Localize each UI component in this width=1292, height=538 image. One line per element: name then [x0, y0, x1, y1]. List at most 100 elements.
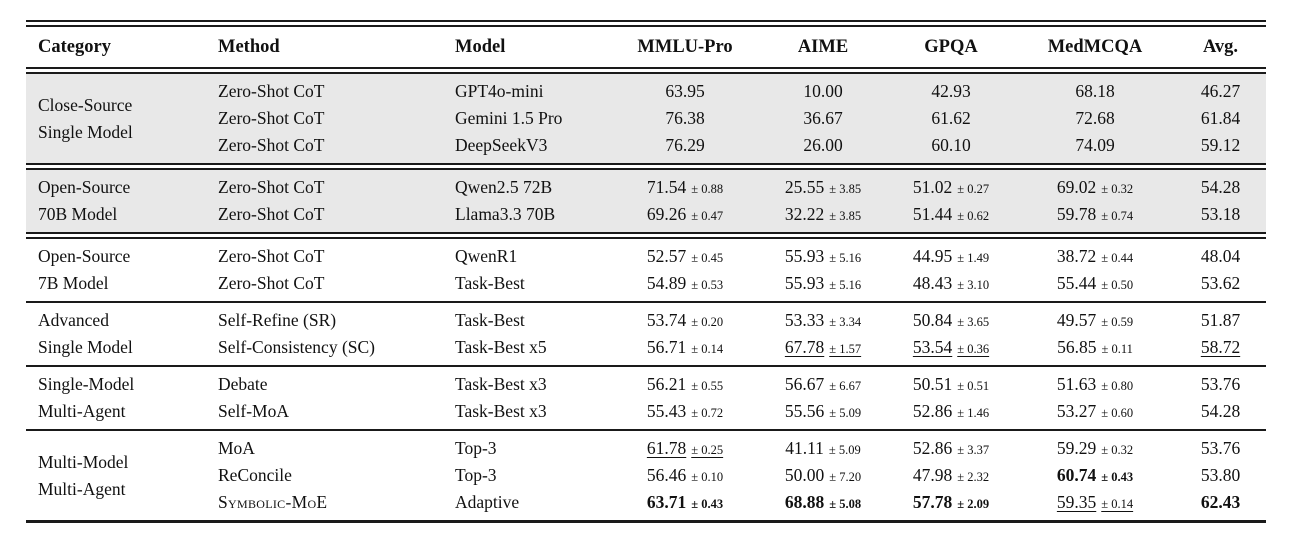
- model-value: GPT4o-mini: [455, 81, 544, 101]
- avg-cell: 54.28 53.18: [1175, 174, 1266, 228]
- score: 47.98 ± 2.32: [912, 465, 990, 485]
- model-value: Llama3.3 70B: [455, 204, 556, 224]
- col-header-model: Model: [455, 36, 506, 57]
- score: 56.21 ± 0.55: [646, 374, 724, 394]
- avg-score: 53.80: [1200, 465, 1241, 485]
- score: 52.57 ± 0.45: [646, 246, 724, 266]
- avg-score: 61.84: [1200, 108, 1241, 128]
- model-value: Top-3: [455, 465, 497, 485]
- score: 38.72 ± 0.44: [1056, 246, 1134, 266]
- method-cell: Zero-Shot CoT Zero-Shot CoT: [206, 243, 443, 297]
- model-cell: Task-Best Task-Best x5: [443, 307, 611, 361]
- category-cell: Close-Source Single Model: [38, 94, 133, 142]
- method-value: Zero-Shot CoT: [218, 273, 325, 293]
- group-separator-rule: [26, 232, 1266, 239]
- model-cell: GPT4o-mini Gemini 1.5 Pro DeepSeekV3: [443, 78, 611, 159]
- score: 76.29: [665, 135, 705, 155]
- score: 55.56 ± 5.09: [784, 401, 862, 421]
- category-cell: Advanced Single Model: [38, 310, 133, 357]
- medmcqa-cell: 59.29 ± 0.32 60.74 ± 0.43 59.35 ± 0.14: [1015, 435, 1175, 516]
- gpqa-cell: 50.84 ± 3.65 53.54 ± 0.36: [887, 307, 1015, 361]
- score: 59.78 ± 0.74: [1056, 204, 1134, 224]
- col-header-gpqa: GPQA: [924, 36, 978, 57]
- score: 53.27 ± 0.60: [1056, 401, 1134, 421]
- model-value: Task-Best x5: [455, 337, 547, 357]
- score: 63.95: [665, 81, 705, 101]
- avg-score-best: 62.43: [1200, 492, 1241, 512]
- avg-cell: 53.76 53.80 62.43: [1175, 435, 1266, 516]
- method-cell: Zero-Shot CoT Zero-Shot CoT: [206, 174, 443, 228]
- score: 56.71 ± 0.14: [646, 337, 724, 357]
- row-group-open-source-70b: Open-Source 70B Model Zero-Shot CoT Zero…: [26, 170, 1266, 232]
- method-value: MoA: [218, 438, 255, 458]
- score: 51.02 ± 0.27: [912, 177, 990, 197]
- score: 10.00: [803, 81, 843, 101]
- header-bottom-rule: [26, 67, 1266, 74]
- score-second-best: 61.78 ± 0.25: [646, 438, 724, 458]
- score: 56.46 ± 0.10: [646, 465, 724, 485]
- model-value: Task-Best: [455, 310, 525, 330]
- avg-score-second-best: 58.72: [1200, 337, 1241, 357]
- score: 69.26 ± 0.47: [646, 204, 724, 224]
- score: 69.02 ± 0.32: [1056, 177, 1134, 197]
- group-separator-rule: [26, 301, 1266, 303]
- category-cell: Open-Source 7B Model: [38, 246, 131, 293]
- score: 51.63 ± 0.80: [1056, 374, 1134, 394]
- score: 26.00: [803, 135, 843, 155]
- col-header-method: Method: [218, 36, 280, 57]
- score: 48.43 ± 3.10: [912, 273, 990, 293]
- score: 56.85 ± 0.11: [1057, 337, 1133, 357]
- category-cell: Single-Model Multi-Agent: [38, 374, 135, 421]
- avg-score: 53.18: [1200, 204, 1241, 224]
- score: 53.74 ± 0.20: [646, 310, 724, 330]
- score: 55.93 ± 5.16: [784, 273, 862, 293]
- table-top-rule: [26, 20, 1266, 27]
- category-cell: Multi-Model Multi-Agent: [38, 451, 129, 499]
- score: 51.44 ± 0.62: [912, 204, 990, 224]
- results-table: Category Method Model MMLU-Pro AIME GPQA…: [26, 20, 1266, 523]
- group-separator-rule: [26, 163, 1266, 170]
- score: 53.33 ± 3.34: [784, 310, 862, 330]
- score: 61.62: [931, 108, 971, 128]
- model-value: DeepSeekV3: [455, 135, 548, 155]
- model-value: Top-3: [455, 438, 497, 458]
- method-value: Zero-Shot CoT: [218, 246, 325, 266]
- score: 52.86 ± 1.46: [912, 401, 990, 421]
- method-value: Zero-Shot CoT: [218, 204, 325, 224]
- method-value-symbolic-moe: Symbolic-MoE: [218, 492, 328, 512]
- method-value: Self-Consistency (SC): [218, 337, 376, 357]
- gpqa-cell: 52.86 ± 3.37 47.98 ± 2.32 57.78 ± 2.09: [887, 435, 1015, 516]
- method-cell: Zero-Shot CoT Zero-Shot CoT Zero-Shot Co…: [206, 78, 443, 159]
- aime-cell: 25.55 ± 3.85 32.22 ± 3.85: [759, 174, 887, 228]
- gpqa-cell: 51.02 ± 0.27 51.44 ± 0.62: [887, 174, 1015, 228]
- model-value: Adaptive: [455, 492, 520, 512]
- medmcqa-cell: 38.72 ± 0.44 55.44 ± 0.50: [1015, 243, 1175, 297]
- score: 55.93 ± 5.16: [784, 246, 862, 266]
- score: 55.44 ± 0.50: [1056, 273, 1134, 293]
- avg-score: 53.76: [1200, 438, 1241, 458]
- group-separator-rule: [26, 429, 1266, 431]
- aime-cell: 53.33 ± 3.34 67.78 ± 1.57: [759, 307, 887, 361]
- score: 59.29 ± 0.32: [1056, 438, 1134, 458]
- avg-score: 54.28: [1200, 177, 1241, 197]
- model-cell: Top-3 Top-3 Adaptive: [443, 435, 611, 516]
- method-value: Zero-Shot CoT: [218, 81, 325, 101]
- medmcqa-cell: 51.63 ± 0.80 53.27 ± 0.60: [1015, 371, 1175, 425]
- score: 44.95 ± 1.49: [912, 246, 990, 266]
- avg-cell: 48.04 53.62: [1175, 243, 1266, 297]
- score: 71.54 ± 0.88: [646, 177, 724, 197]
- score: 56.67 ± 6.67: [784, 374, 862, 394]
- model-value: Task-Best: [455, 273, 525, 293]
- score: 60.10: [931, 135, 971, 155]
- score: 50.51 ± 0.51: [912, 374, 990, 394]
- method-value: Self-Refine (SR): [218, 310, 337, 330]
- method-cell: MoA ReConcile Symbolic-MoE: [206, 435, 443, 516]
- score: 72.68: [1075, 108, 1115, 128]
- model-cell: QwenR1 Task-Best: [443, 243, 611, 297]
- score-best: 63.71 ± 0.43: [646, 492, 724, 512]
- avg-cell: 53.76 54.28: [1175, 371, 1266, 425]
- medmcqa-cell: 69.02 ± 0.32 59.78 ± 0.74: [1015, 174, 1175, 228]
- mmlu-pro-cell: 52.57 ± 0.45 54.89 ± 0.53: [611, 243, 759, 297]
- score: 49.57 ± 0.59: [1056, 310, 1134, 330]
